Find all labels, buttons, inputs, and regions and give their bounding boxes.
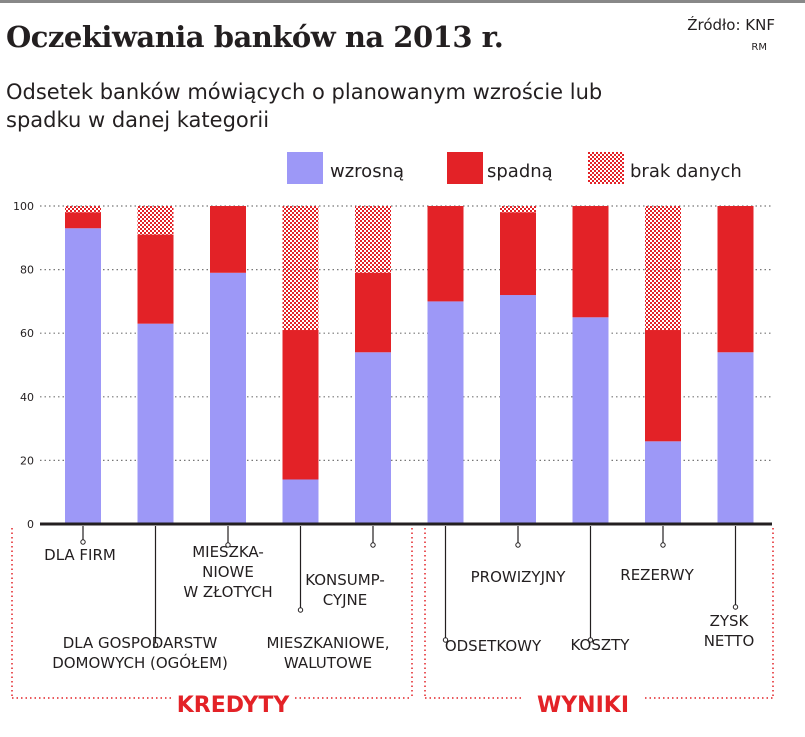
y-tick-label: 40	[20, 391, 34, 404]
legend-label-1: wzrosną	[330, 161, 404, 182]
category-label: WALUTOWE	[284, 654, 372, 672]
bar-segment	[645, 330, 681, 442]
bar-segment	[65, 228, 101, 524]
category-label: NETTO	[704, 632, 755, 650]
bar-segment	[137, 323, 174, 524]
bar-segment	[355, 206, 391, 273]
bar-segment	[65, 206, 101, 213]
category-label: DLA GOSPODARSTW	[63, 634, 218, 652]
category-label: W ZŁOTYCH	[183, 583, 272, 601]
y-tick-label: 60	[20, 327, 34, 340]
legend-label-2: spadną	[487, 161, 553, 182]
bar-segment	[572, 206, 609, 318]
source-label: Źródło: KNF	[687, 16, 775, 34]
top-rule	[0, 0, 805, 3]
category-label: REZERWY	[620, 566, 694, 584]
leader-dot	[370, 542, 376, 548]
bar-segment	[282, 330, 319, 480]
legend-swatch-3	[588, 152, 624, 184]
y-tick-label: 20	[20, 454, 34, 467]
category-label: ODSETKOWY	[445, 637, 542, 655]
author-initials: RM	[751, 42, 767, 53]
bar-segment	[355, 352, 391, 524]
category-label: KONSUMP-	[305, 571, 385, 589]
bar-segment	[427, 301, 464, 524]
bar-segment	[282, 206, 319, 331]
category-label: ZYSK	[710, 612, 750, 630]
leader-dot	[732, 604, 739, 610]
category-label: KOSZTY	[571, 636, 631, 654]
bar-segment	[500, 212, 536, 296]
leader-dot	[297, 607, 304, 613]
bar-segment	[645, 441, 681, 524]
leader-dot	[442, 637, 449, 643]
category-label: MIESZKA-	[192, 543, 264, 561]
y-tick-label: 80	[20, 264, 34, 277]
bar-segment	[210, 272, 246, 524]
bar-segment	[500, 206, 536, 213]
bar-segment	[65, 212, 101, 229]
bar-segment	[572, 317, 609, 524]
y-tick-label: 100	[13, 200, 34, 213]
bar-segment	[645, 206, 681, 331]
legend-swatch-2	[447, 152, 483, 184]
bar-segment	[355, 272, 391, 353]
category-label: MIESZKANIOWE,	[266, 634, 389, 652]
y-tick-label: 0	[27, 518, 34, 531]
category-label: DOMOWYCH (OGÓŁEM)	[52, 653, 228, 672]
bar-segment	[717, 206, 754, 353]
bar-segment	[427, 206, 464, 302]
bar-segment	[717, 352, 754, 524]
bar-segment	[137, 234, 174, 324]
leader-dot	[225, 542, 231, 548]
leader-dot	[152, 642, 159, 648]
category-label: NIOWE	[202, 563, 254, 581]
bar-segment	[282, 479, 319, 524]
category-label: CYJNE	[323, 591, 368, 609]
chart-subtitle: Odsetek banków mówiących o planowanym wz…	[6, 80, 603, 132]
group-label-1: KREDYTY	[177, 693, 291, 718]
leader-dot	[660, 542, 666, 548]
legend-label-3: brak danych	[630, 161, 742, 182]
group-label-2: WYNIKI	[537, 693, 629, 718]
category-label: DLA FIRM	[44, 546, 116, 564]
category-label: PROWIZYJNY	[471, 568, 567, 586]
legend-swatch-1	[287, 152, 323, 184]
leader-dot	[587, 637, 594, 643]
chart-title: Oczekiwania banków na 2013 r.	[6, 20, 504, 54]
leader-dot	[515, 542, 521, 548]
bar-segment	[137, 206, 174, 235]
bar-segment	[210, 206, 246, 273]
leader-dot	[80, 539, 86, 545]
bar-segment	[500, 295, 536, 524]
